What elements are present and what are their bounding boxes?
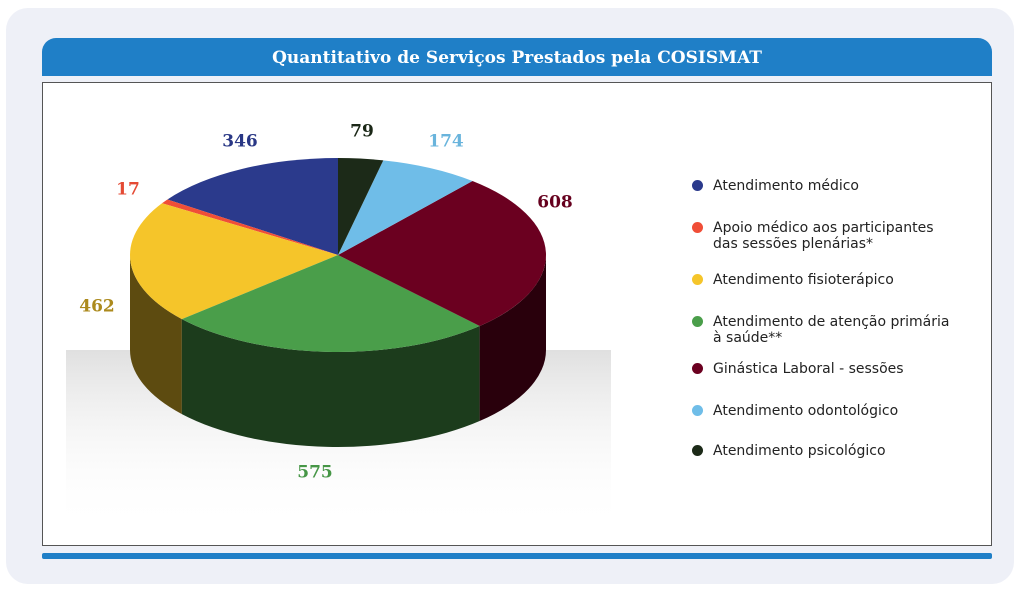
value-label: 17 bbox=[116, 180, 140, 200]
legend-label: Atendimento psicológico bbox=[713, 443, 886, 459]
value-label: 575 bbox=[297, 463, 333, 483]
legend-label: Atendimento fisioterápico bbox=[713, 272, 894, 288]
chart-title: Quantitativo de Serviços Prestados pela … bbox=[42, 38, 992, 76]
slice bbox=[338, 181, 546, 327]
value-label: 346 bbox=[222, 132, 258, 152]
legend-swatch bbox=[692, 274, 703, 285]
slice bbox=[338, 158, 384, 255]
legend-swatch bbox=[692, 363, 703, 374]
divider bbox=[42, 553, 992, 559]
slice bbox=[130, 203, 338, 320]
slice-side bbox=[181, 319, 480, 447]
legend-item: Atendimento psicológico bbox=[692, 443, 886, 459]
value-label: 608 bbox=[537, 193, 573, 213]
legend-label: Ginástica Laboral - sessões bbox=[713, 361, 904, 377]
legend-item: Apoio médico aos participantes das sessõ… bbox=[692, 220, 934, 252]
slice-side bbox=[130, 255, 182, 415]
legend-item: Atendimento fisioterápico bbox=[692, 272, 894, 288]
legend-item: Ginástica Laboral - sessões bbox=[692, 361, 904, 377]
legend-swatch bbox=[692, 445, 703, 456]
legend-swatch bbox=[692, 405, 703, 416]
legend-swatch bbox=[692, 316, 703, 327]
legend-swatch bbox=[692, 222, 703, 233]
value-label: 174 bbox=[428, 132, 464, 152]
legend-label: Atendimento de atenção primária à saúde*… bbox=[713, 314, 950, 346]
legend-swatch bbox=[692, 180, 703, 191]
slice bbox=[338, 160, 473, 255]
slice-side bbox=[479, 255, 546, 422]
legend-item: Atendimento médico bbox=[692, 178, 859, 194]
value-label: 79 bbox=[350, 122, 374, 142]
legend-item: Atendimento de atenção primária à saúde*… bbox=[692, 314, 949, 346]
slice bbox=[181, 255, 480, 352]
slice bbox=[161, 199, 338, 255]
legend-label: Atendimento médico bbox=[713, 178, 860, 194]
legend-item: Atendimento odontológico bbox=[692, 403, 898, 419]
value-label: 462 bbox=[79, 297, 115, 317]
slice bbox=[167, 158, 338, 255]
legend-label: Apoio médico aos participantes das sessõ… bbox=[713, 220, 934, 252]
legend-label: Atendimento odontológico bbox=[713, 403, 899, 419]
